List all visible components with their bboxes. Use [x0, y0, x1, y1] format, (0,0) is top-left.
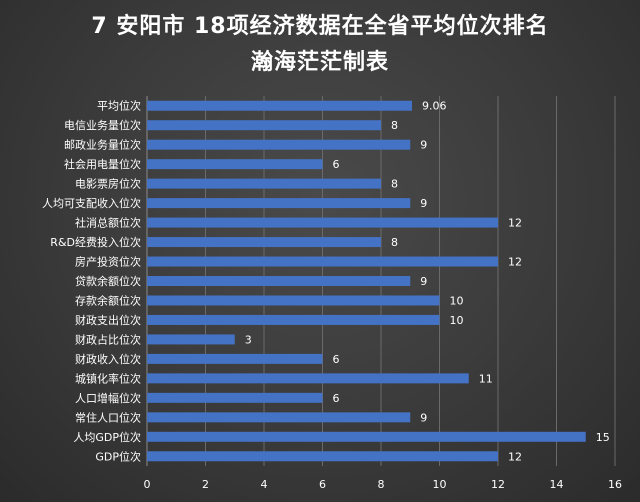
- category-label: 贷款余额位次: [75, 274, 141, 288]
- data-label: 9: [420, 411, 427, 424]
- category-label: 社消总额位次: [75, 216, 141, 230]
- category-label: 财政支出位次: [75, 313, 141, 327]
- data-label: 9: [420, 275, 427, 288]
- bar: [147, 159, 323, 170]
- bar: [147, 178, 381, 189]
- x-tick-label: 2: [202, 478, 209, 491]
- x-tick-label: 16: [608, 478, 622, 491]
- category-label: 电影票房位次: [75, 177, 141, 191]
- bar: [147, 353, 323, 364]
- data-label: 6: [333, 392, 340, 405]
- data-label: 8: [391, 178, 398, 191]
- category-label: 房产投资位次: [75, 255, 141, 269]
- category-label: 社会用电量位次: [64, 157, 141, 171]
- data-label: 9.06: [422, 100, 447, 113]
- bar: [147, 431, 586, 442]
- category-label: 城镇化率位次: [75, 371, 141, 385]
- bar: [147, 139, 411, 150]
- chart-subtitle: 瀚海茫茫制表: [250, 50, 389, 75]
- category-label: 常住人口位次: [75, 410, 141, 424]
- bar: [147, 334, 235, 345]
- bar: [147, 217, 498, 228]
- category-label: 平均位次: [97, 99, 141, 113]
- x-tick-label: 10: [433, 478, 447, 491]
- bar: [147, 276, 411, 286]
- data-label: 10: [450, 314, 464, 327]
- data-label: 9: [420, 197, 427, 210]
- x-tick-label: 4: [261, 478, 268, 491]
- data-label: 6: [333, 353, 340, 366]
- data-label: 12: [508, 450, 522, 463]
- x-tick-label: 0: [144, 478, 151, 491]
- data-label: 12: [508, 217, 522, 230]
- bar: [147, 237, 381, 248]
- category-label: 邮政业务量位次: [64, 138, 141, 152]
- bar: [147, 314, 440, 325]
- category-label: 电信业务量位次: [64, 118, 141, 132]
- x-tick-label: 8: [378, 478, 385, 491]
- x-tick-label: 12: [491, 478, 505, 491]
- chart-title: 7 安阳市 18项经济数据在全省平均位次排名: [91, 14, 549, 39]
- category-label: 存款余额位次: [75, 293, 141, 307]
- category-label: 人均可支配收入位次: [42, 196, 141, 210]
- data-label: 8: [391, 236, 398, 249]
- category-label: 财政占比位次: [75, 332, 141, 346]
- data-label: 9: [420, 139, 427, 152]
- bar: [147, 198, 411, 209]
- category-label: GDP位次: [95, 449, 141, 463]
- category-label: 人口增幅位次: [75, 391, 141, 405]
- data-label: 10: [450, 294, 464, 307]
- data-label: 3: [245, 333, 252, 346]
- category-label: R&D经费投入位次: [50, 235, 141, 249]
- data-label: 11: [479, 372, 493, 385]
- data-label: 15: [596, 431, 610, 444]
- bar: [147, 451, 498, 462]
- bar: [147, 120, 381, 131]
- bar: [147, 373, 469, 384]
- x-tick-label: 14: [550, 478, 564, 491]
- bar: [147, 392, 323, 403]
- category-label: 人均GDP位次: [73, 430, 141, 444]
- bar: [147, 256, 498, 267]
- data-label: 12: [508, 256, 522, 269]
- category-label: 财政收入位次: [75, 352, 141, 366]
- bar: [147, 295, 440, 306]
- bar: [147, 100, 413, 111]
- data-label: 6: [333, 158, 340, 171]
- bar: [147, 412, 411, 423]
- data-label: 8: [391, 119, 398, 132]
- x-tick-label: 6: [319, 478, 326, 491]
